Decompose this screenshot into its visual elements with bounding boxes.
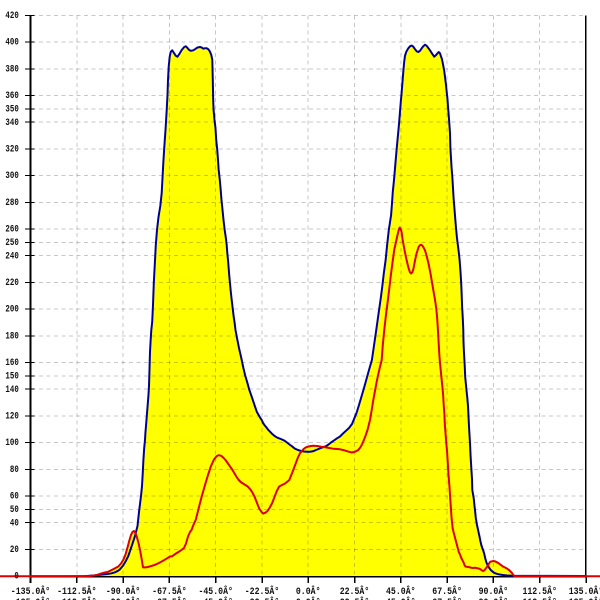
svg-text:22.5Â°: 22.5Â° [340, 584, 370, 598]
svg-text:67.5Â°: 67.5Â° [432, 595, 462, 600]
svg-text:0.0Â°: 0.0Â° [296, 584, 321, 598]
svg-text:40: 40 [10, 518, 19, 529]
svg-text:45.0Â°: 45.0Â° [386, 595, 416, 600]
svg-text:420: 420 [5, 11, 18, 22]
svg-text:350: 350 [5, 105, 18, 116]
svg-text:22.5Â°: 22.5Â° [340, 595, 370, 600]
svg-text:160: 160 [5, 358, 18, 369]
svg-text:90.0Â°: 90.0Â° [479, 595, 509, 600]
svg-text:67.5Â°: 67.5Â° [432, 584, 462, 598]
svg-text:-112.5Â°: -112.5Â° [57, 584, 96, 598]
svg-text:20: 20 [10, 545, 19, 556]
svg-text:-90.0Â°: -90.0Â° [106, 595, 141, 600]
svg-text:0.0Â°: 0.0Â° [296, 595, 321, 600]
svg-text:180: 180 [5, 331, 18, 342]
svg-text:250: 250 [5, 238, 18, 249]
svg-text:400: 400 [5, 38, 18, 49]
svg-text:-67.5Â°: -67.5Â° [152, 584, 187, 598]
svg-text:340: 340 [5, 118, 18, 129]
svg-text:300: 300 [5, 171, 18, 182]
svg-text:140: 140 [5, 385, 18, 396]
svg-text:50: 50 [10, 505, 19, 516]
svg-text:-90.0Â°: -90.0Â° [106, 584, 141, 598]
svg-text:135.0Â°: 135.0Â° [569, 595, 600, 600]
svg-text:260: 260 [5, 225, 18, 236]
svg-text:-22.5Â°: -22.5Â° [245, 584, 280, 598]
svg-text:0: 0 [14, 572, 18, 583]
svg-text:-67.5Â°: -67.5Â° [152, 595, 187, 600]
svg-text:100: 100 [5, 438, 18, 449]
svg-text:-45.0Â°: -45.0Â° [198, 584, 233, 598]
svg-text:220: 220 [5, 278, 18, 289]
svg-text:80: 80 [10, 465, 19, 476]
svg-text:-135.0Â°: -135.0Â° [11, 595, 50, 600]
svg-text:150: 150 [5, 371, 18, 382]
svg-text:200: 200 [5, 305, 18, 316]
svg-text:45.0Â°: 45.0Â° [386, 584, 416, 598]
svg-text:320: 320 [5, 145, 18, 156]
svg-text:-112.5Â°: -112.5Â° [57, 595, 96, 600]
svg-text:135.0Â°: 135.0Â° [569, 584, 600, 598]
svg-text:60: 60 [10, 492, 19, 503]
svg-text:-45.0Â°: -45.0Â° [198, 595, 233, 600]
svg-text:90.0Â°: 90.0Â° [479, 584, 509, 598]
svg-text:-22.5Â°: -22.5Â° [245, 595, 280, 600]
svg-text:112.5Â°: 112.5Â° [522, 595, 557, 600]
svg-text:360: 360 [5, 91, 18, 102]
svg-text:240: 240 [5, 251, 18, 262]
svg-text:112.5Â°: 112.5Â° [522, 584, 557, 598]
svg-text:280: 280 [5, 198, 18, 209]
svg-text:-135.0Â°: -135.0Â° [11, 584, 50, 598]
svg-text:380: 380 [5, 64, 18, 75]
svg-text:120: 120 [5, 412, 18, 423]
